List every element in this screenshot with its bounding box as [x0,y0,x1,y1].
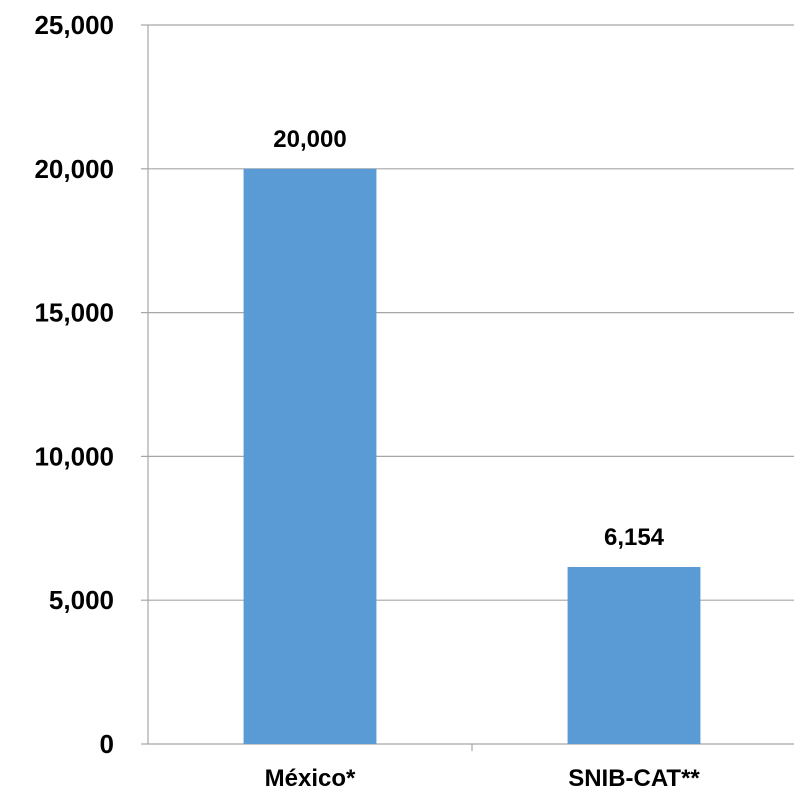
y-tick-label: 0 [100,729,114,759]
x-category-label: México* [265,765,356,792]
y-tick-label: 25,000 [34,10,114,40]
bar [567,567,701,744]
y-tick-label: 20,000 [34,154,114,184]
y-tick-label: 15,000 [34,298,114,328]
y-tick-label: 10,000 [34,441,114,471]
data-label: 6,154 [604,524,665,551]
labels: 0 5,000 10,000 15,000 20,000 25,000 20,000 Méxi… [34,10,700,792]
data-label: 20,000 [273,126,346,153]
bar [243,168,377,745]
bars [243,168,701,745]
y-tick-label: 5,000 [49,585,114,615]
x-category-label: SNIB-CAT** [568,765,700,792]
